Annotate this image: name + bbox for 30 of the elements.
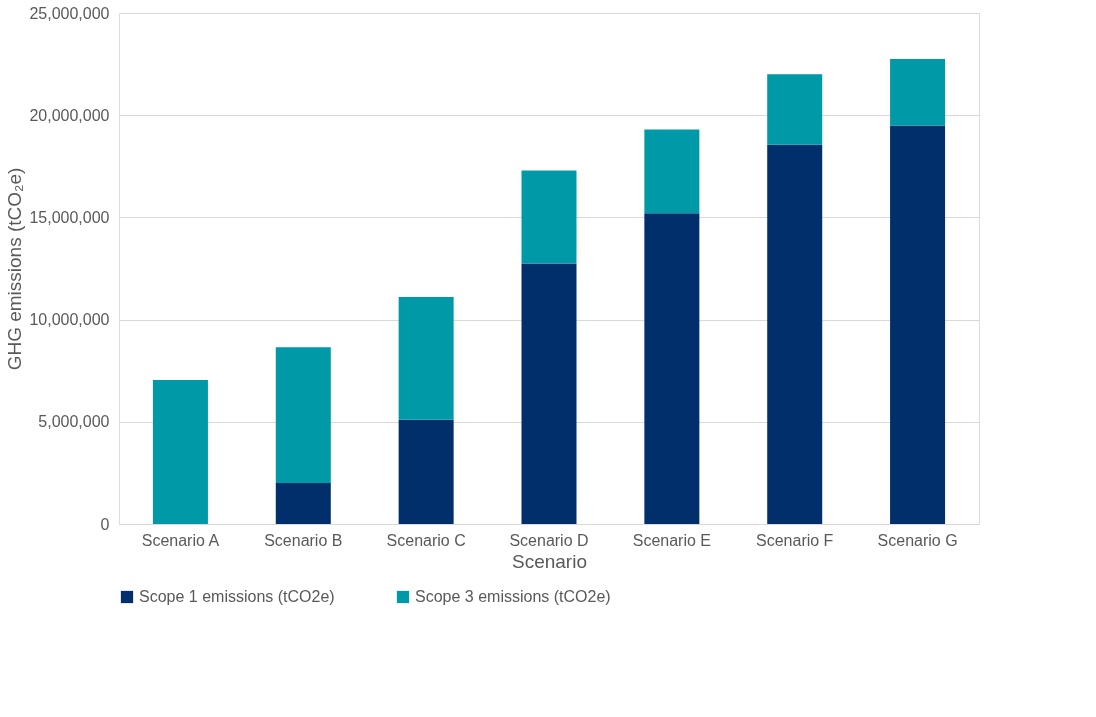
y-tick-label: 25,000,000 <box>29 4 110 22</box>
x-tick-label: Scenario E <box>632 531 711 549</box>
y-tick-label: 0 <box>100 515 110 533</box>
y-tick-label: 5,000,000 <box>38 413 110 431</box>
bar <box>890 58 946 126</box>
x-tick-label: Scenario D <box>509 531 589 549</box>
bar <box>890 125 946 524</box>
bar <box>275 483 331 524</box>
x-axis-title: Scenario <box>512 550 587 572</box>
y-axis-title: GHG emissions (tCO₂e) <box>4 167 26 371</box>
bar <box>152 379 208 524</box>
bar <box>767 74 823 145</box>
bar <box>521 263 577 524</box>
bar <box>275 347 331 484</box>
y-tick-label: 10,000,000 <box>29 311 110 329</box>
x-tick-label: Scenario C <box>386 531 466 549</box>
bar <box>521 170 577 264</box>
bar <box>644 129 700 214</box>
bar <box>398 297 454 420</box>
bar <box>644 213 700 524</box>
x-tick-label: Scenario A <box>141 531 220 549</box>
x-tick-label: Scenario B <box>264 531 343 549</box>
y-tick-label: 15,000,000 <box>29 208 110 226</box>
legend-label: Scope 1 emissions (tCO2e) <box>139 588 335 605</box>
bar <box>398 419 454 524</box>
x-tick-label: Scenario F <box>756 531 834 549</box>
legend-label: Scope 3 emissions (tCO2e) <box>415 588 611 605</box>
y-tick-label: 20,000,000 <box>29 106 110 124</box>
bar <box>767 144 823 524</box>
x-tick-label: Scenario G <box>877 531 958 549</box>
